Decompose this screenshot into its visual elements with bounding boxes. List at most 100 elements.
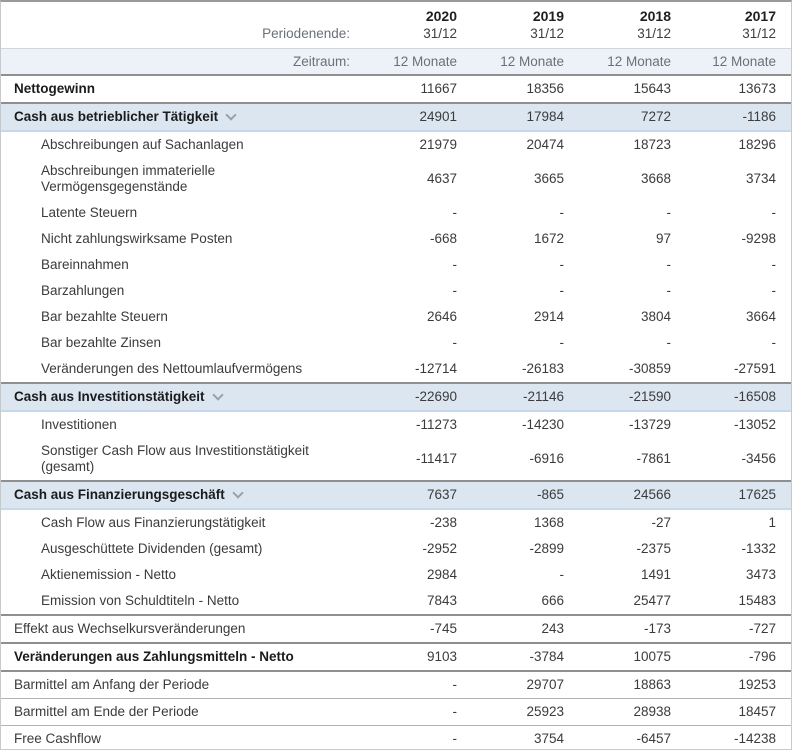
row-label-cell: Barmittel am Anfang der Periode xyxy=(1,670,350,699)
cell-value: -865 xyxy=(457,480,564,510)
cell-value: - xyxy=(350,670,457,699)
cell-value: 19253 xyxy=(671,670,791,699)
cell-value: 3665 xyxy=(533,171,564,186)
cell-value: 25477 xyxy=(633,593,671,608)
cell-value: 25923 xyxy=(457,698,564,726)
row-label: Cash Flow aus Finanzierungstätigkeit xyxy=(41,515,266,530)
cell-value: -21590 xyxy=(564,382,671,412)
cell-value: - xyxy=(350,725,457,749)
table-row: Bareinnahmen - - - - xyxy=(1,252,791,278)
cell-value: -21146 xyxy=(457,382,564,412)
zeitraum-label: Zeitraum: xyxy=(1,48,350,76)
row-label: Cash aus Investitionstätigkeit xyxy=(14,389,205,404)
row-label: Cash aus Finanzierungsgeschäft xyxy=(14,487,225,502)
cell-value: - xyxy=(452,335,458,350)
row-label: Latente Steuern xyxy=(41,205,138,220)
row-label: Effekt aus Wechselkursveränderungen xyxy=(14,621,246,636)
table-row: Barmittel am Anfang der Periode -29707 188… xyxy=(1,670,791,699)
cell-value: 29707 xyxy=(457,670,564,699)
cell-value: 13673 xyxy=(738,81,776,96)
cell-value: -1186 xyxy=(671,102,791,132)
table-row: Effekt aus Wechselkursveränderungen -745 2… xyxy=(1,614,791,643)
cell-value: -30859 xyxy=(628,361,671,376)
chevron-down-icon[interactable] xyxy=(232,487,244,499)
table-row: Nettogewinn 11667 18356 15643 13673 xyxy=(1,75,791,103)
cell-value: 24901 xyxy=(350,102,457,132)
cell-value: 3664 xyxy=(745,309,776,324)
cell-value: -9298 xyxy=(741,231,776,246)
cell-value: -27 xyxy=(651,515,671,530)
year-label: 2017 xyxy=(744,8,776,24)
cell-value: 15483 xyxy=(738,593,776,608)
period-column-1: 2020 31/12 xyxy=(350,2,457,49)
table-row: Emission von Schuldtiteln - Netto 7843 666… xyxy=(1,588,791,615)
cell-value: - xyxy=(559,205,565,220)
section-row[interactable]: Cash aus Finanzierungsgeschäft 7637 -865 24… xyxy=(1,480,791,510)
table-row: Bar bezahlte Steuern 2646 2914 3804 3664 xyxy=(1,304,791,330)
zeitraum-value: 12 Monate xyxy=(671,48,791,76)
cell-value: - xyxy=(771,283,777,298)
row-label-cell: Emission von Schuldtiteln - Netto xyxy=(1,588,350,615)
cell-value: - xyxy=(559,257,565,272)
row-label-cell: Barmittel am Ende der Periode xyxy=(1,698,350,726)
cell-value: 18296 xyxy=(738,137,776,152)
period-column-2: 2019 31/12 xyxy=(457,2,564,49)
row-label: Veränderungen des Nettoumlaufvermögens xyxy=(41,361,303,376)
row-label-cell: Effekt aus Wechselkursveränderungen xyxy=(1,614,350,643)
table-row: Nicht zahlungswirksame Posten -668 1672 97 -… xyxy=(1,226,791,252)
cell-value: 20474 xyxy=(526,137,564,152)
cell-value: 3734 xyxy=(745,171,776,186)
row-label-cell: Cash aus betrieblicher Tätigkeit xyxy=(1,102,350,132)
cell-value: 18863 xyxy=(564,670,671,699)
period-column-4: 2017 31/12 xyxy=(671,2,791,49)
cell-value: 1 xyxy=(768,515,776,530)
chevron-down-icon[interactable] xyxy=(211,389,224,401)
cell-value: 3804 xyxy=(640,309,671,324)
cell-value: -16508 xyxy=(671,382,791,412)
section-row[interactable]: Cash aus Investitionstätigkeit -22690 -211… xyxy=(1,382,791,412)
row-label-cell: Abschreibungen immaterielle Vermögensgeg… xyxy=(1,158,350,200)
cell-value: -26183 xyxy=(521,361,564,376)
row-label-cell: Cash aus Finanzierungsgeschäft xyxy=(1,480,350,510)
zeitraum-value: 12 Monate xyxy=(350,48,457,76)
cell-value: -238 xyxy=(429,515,457,530)
cell-value: 1672 xyxy=(533,231,564,246)
cell-value: -796 xyxy=(671,642,791,671)
cell-value: -6457 xyxy=(564,725,671,749)
cell-value: - xyxy=(452,257,458,272)
cell-value: - xyxy=(452,283,458,298)
cell-value: -14238 xyxy=(671,725,791,749)
chevron-down-icon[interactable] xyxy=(225,109,237,121)
cell-value: -3784 xyxy=(457,642,564,671)
cell-value: - xyxy=(559,335,565,350)
cell-value: - xyxy=(559,283,565,298)
cell-value: 21979 xyxy=(419,137,457,152)
table-row: Bar bezahlte Zinsen - - - - xyxy=(1,330,791,356)
cell-value: 1491 xyxy=(640,567,671,582)
table-row: Free Cashflow -3754 -6457 -14238 xyxy=(1,725,791,749)
row-label-cell: Free Cashflow xyxy=(1,725,350,749)
cell-value: - xyxy=(350,698,457,726)
section-row[interactable]: Cash aus betrieblicher Tätigkeit 24901 179… xyxy=(1,102,791,132)
row-label-cell: Sonstiger Cash Flow aus Investitionstäti… xyxy=(1,438,350,481)
cell-value: -745 xyxy=(350,614,457,643)
cell-value: 24566 xyxy=(564,480,671,510)
period-end-label: Periodenende: xyxy=(262,26,350,41)
table-row: Ausgeschüttete Dividenden (gesamt) -2952 -… xyxy=(1,536,791,562)
cell-value: 1368 xyxy=(533,515,564,530)
cell-value: 18457 xyxy=(671,698,791,726)
cell-value: - xyxy=(771,335,777,350)
row-label-cell: Bar bezahlte Steuern xyxy=(1,304,350,330)
cell-value: -11273 xyxy=(415,417,457,432)
zeitraum-value: 12 Monate xyxy=(457,48,564,76)
cell-value: 17625 xyxy=(671,480,791,510)
cell-value: -13052 xyxy=(733,417,776,432)
table-row: Veränderungen des Nettoumlaufvermögens -1… xyxy=(1,356,791,383)
row-label: Emission von Schuldtiteln - Netto xyxy=(41,593,240,608)
table-row: Barmittel am Ende der Periode -25923 28938… xyxy=(1,698,791,726)
cell-value: -1332 xyxy=(741,541,776,556)
row-label: Abschreibungen immaterielle Vermögensgeg… xyxy=(41,163,216,194)
row-label: Bar bezahlte Steuern xyxy=(41,309,168,324)
zeitraum-value: 12 Monate xyxy=(564,48,671,76)
